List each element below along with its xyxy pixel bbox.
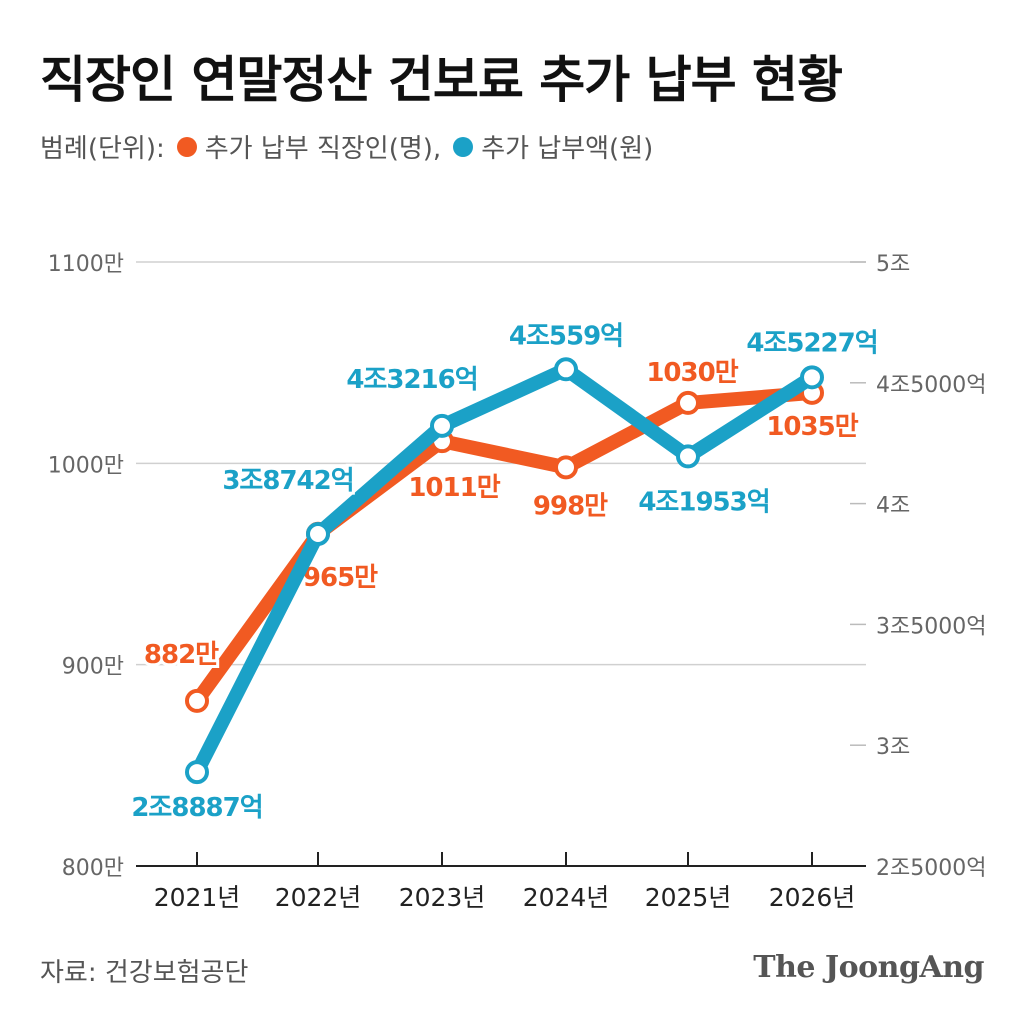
data-point-orange	[554, 455, 578, 480]
data-point-blue	[430, 413, 454, 438]
data-label-blue: 4조1953억	[638, 487, 769, 517]
left-axis-tick-label: 900만	[62, 655, 124, 680]
x-axis-tick-label: 2023년	[399, 883, 486, 912]
legend-prefix: 범례(단위):	[40, 134, 165, 164]
legend-series2-label: 추가 납부액(원)	[481, 134, 654, 164]
series-line-blue	[190, 362, 819, 780]
left-axis-tick-label: 800만	[62, 856, 124, 881]
left-axis-tick-label: 1000만	[48, 453, 124, 478]
right-axis-tick-label: 3조5000억	[876, 614, 986, 639]
right-axis-tick-label: 4조	[876, 494, 910, 519]
data-point-orange	[676, 390, 700, 415]
data-label-blue: 2조8887억	[131, 793, 262, 823]
legend: 범례(단위): 추가 납부 직장인(명), 추가 납부액(원)	[40, 128, 653, 165]
data-label-orange: 1030만	[646, 358, 738, 388]
legend-orange-dot-icon	[176, 136, 197, 157]
chart-title: 직장인 연말정산 건보료 추가 납부 현황	[40, 51, 843, 109]
x-axis-tick-label: 2026년	[769, 883, 856, 912]
x-axis-tick-label: 2024년	[523, 883, 610, 912]
brand-logo: The JoongAng	[753, 950, 984, 985]
data-label-orange: 965만	[303, 563, 378, 593]
data-point-orange	[185, 688, 209, 713]
data-label-blue: 4조3216억	[346, 365, 477, 395]
legend-series1-label: 추가 납부 직장인(명),	[204, 134, 442, 164]
data-label-orange: 1011만	[408, 473, 500, 503]
data-label-orange: 1035만	[766, 412, 858, 442]
data-label-blue: 4조559억	[509, 321, 623, 351]
data-point-blue	[800, 365, 824, 390]
data-label-orange: 998만	[533, 491, 608, 521]
x-axis-tick-label: 2021년	[154, 883, 241, 912]
legend-blue-dot-icon	[453, 136, 474, 157]
left-axis-tick-label: 1100만	[48, 252, 124, 277]
right-axis-tick-label: 2조5000억	[876, 856, 986, 881]
data-point-blue	[554, 357, 578, 382]
data-point-blue	[306, 521, 330, 546]
right-axis-tick-label: 3조	[876, 735, 910, 760]
data-point-blue	[676, 444, 700, 469]
right-axis-tick-label: 4조5000억	[876, 373, 986, 398]
x-axis-tick-label: 2022년	[275, 883, 362, 912]
right-axis-tick-label: 5조	[876, 252, 910, 277]
x-axis-tick-label: 2025년	[645, 883, 732, 912]
data-label-blue: 4조5227억	[746, 328, 877, 358]
data-label-orange: 882만	[144, 640, 219, 670]
data-label-blue: 3조8742억	[222, 466, 353, 496]
source-note: 자료: 건강보험공단	[40, 958, 249, 988]
data-point-blue	[185, 760, 209, 785]
